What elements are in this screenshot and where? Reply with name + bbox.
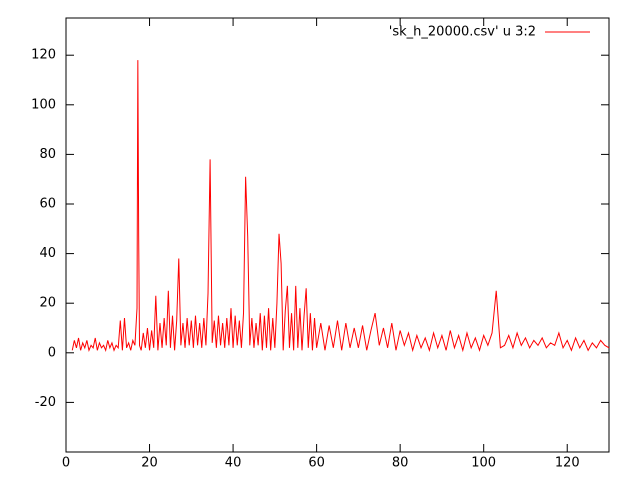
legend-label: 'sk_h_20000.csv' u 3:2 — [389, 25, 536, 40]
x-tick-label: 40 — [225, 456, 242, 471]
y-tick-label: 40 — [39, 246, 56, 261]
y-tick-label: 80 — [39, 147, 56, 162]
data-line — [71, 60, 610, 353]
y-tick-label: 120 — [31, 48, 56, 63]
y-tick-label: 60 — [39, 197, 56, 212]
x-tick-label: 20 — [141, 456, 158, 471]
y-tick-label: 20 — [39, 296, 56, 311]
x-tick-label: 60 — [308, 456, 325, 471]
y-tick-label: 100 — [31, 97, 56, 112]
x-tick-label: 80 — [392, 456, 409, 471]
y-tick-label: 0 — [48, 345, 56, 360]
y-tick-label: -20 — [35, 395, 56, 410]
x-tick-label: 100 — [471, 456, 496, 471]
x-tick-label: 0 — [62, 456, 70, 471]
plot-frame — [65, 17, 610, 453]
x-tick-label: 120 — [555, 456, 580, 471]
